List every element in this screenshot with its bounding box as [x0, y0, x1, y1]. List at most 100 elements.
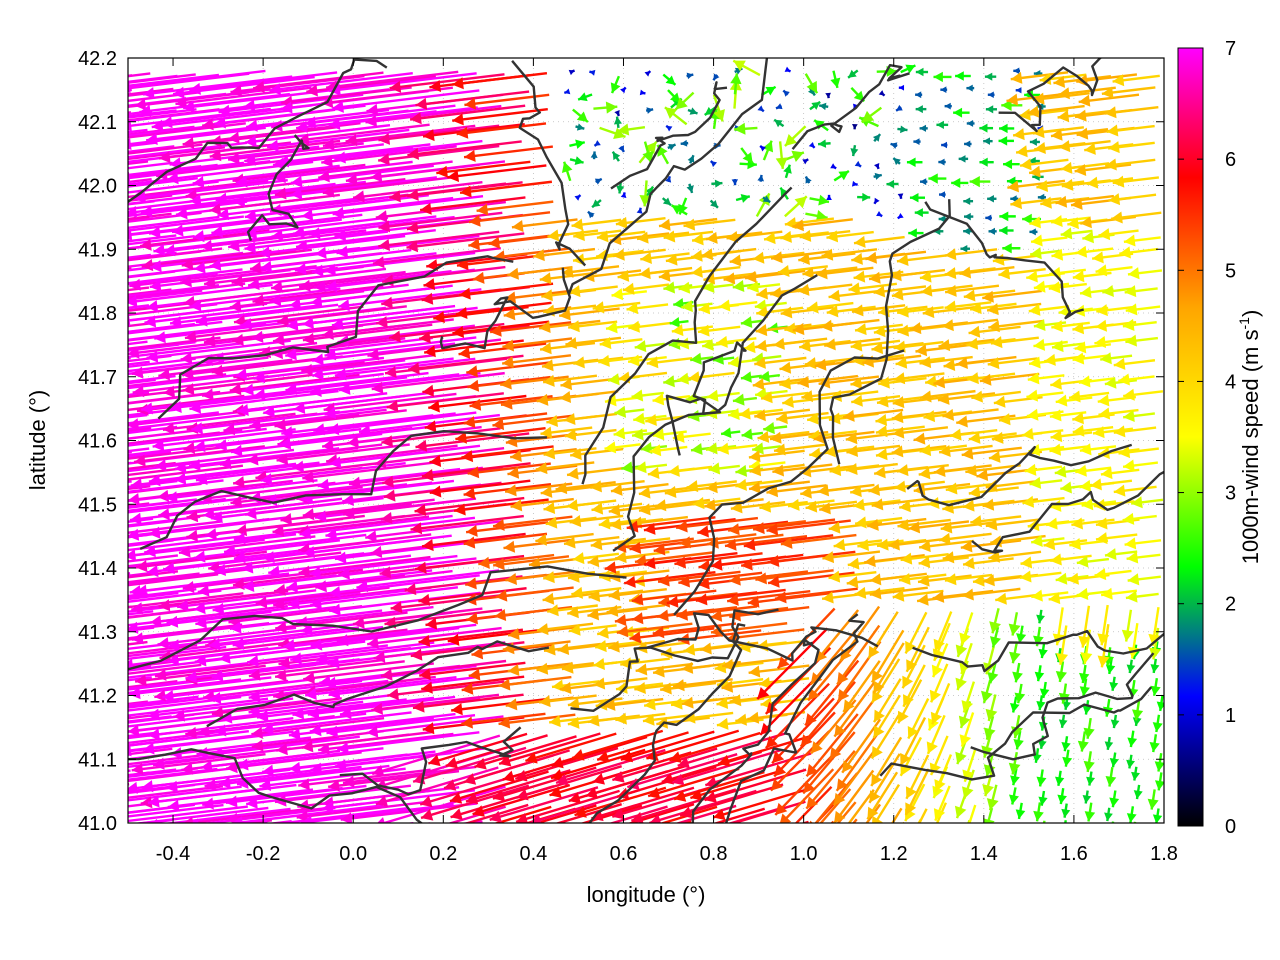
wind-vector-head	[855, 516, 867, 529]
wind-vector	[176, 589, 317, 609]
wind-vector-head	[292, 460, 305, 473]
wind-vector	[154, 448, 295, 468]
wind-vector-head	[1094, 568, 1107, 581]
wind-vector-head	[939, 191, 946, 198]
wind-vector-head	[69, 86, 81, 98]
wind-vector-head	[770, 287, 782, 300]
wind-vector	[128, 413, 246, 431]
wind-vector-head	[35, 710, 47, 722]
wind-vector	[311, 342, 456, 362]
wind-vector-head	[1010, 197, 1023, 210]
wind-vector-head	[664, 485, 677, 498]
wind-vector-head	[428, 754, 441, 767]
wind-vector-head	[649, 814, 661, 823]
wind-vector-head	[998, 136, 1008, 146]
wind-vector-head	[876, 538, 889, 551]
wind-vector	[200, 749, 341, 769]
wind-vector-head	[154, 830, 166, 842]
wind-vector-head	[334, 551, 347, 564]
wind-vector	[128, 697, 269, 717]
wind-vector-head	[16, 188, 28, 200]
wind-vector-head	[128, 418, 140, 431]
wind-vector-head	[909, 193, 919, 203]
wind-vector-head	[1154, 761, 1164, 772]
wind-vector	[128, 194, 196, 206]
wind-vector-head	[627, 830, 639, 842]
x-tick-label: 1.0	[790, 843, 818, 865]
wind-vector	[128, 461, 132, 465]
wind-vector-head	[186, 510, 199, 523]
wind-vector-head	[1048, 592, 1061, 605]
wind-vector	[839, 605, 881, 662]
wind-vector-head	[989, 636, 1001, 648]
wind-vector	[128, 267, 132, 271]
wind-vector-head	[297, 133, 310, 146]
wind-vector-head	[999, 225, 1008, 236]
colorbar-label-main: 1000m-wind speed (m s	[1238, 330, 1263, 565]
wind-vector-head	[1010, 195, 1017, 203]
wind-vector	[169, 389, 316, 410]
wind-vector-head	[280, 101, 293, 114]
wind-vector-head	[533, 249, 545, 262]
wind-vector-head	[302, 508, 315, 521]
wind-vector-head	[2, 277, 14, 289]
wind-vector-head	[135, 674, 147, 687]
wind-vector-head	[1070, 197, 1083, 210]
wind-vector-head	[459, 287, 471, 300]
wind-vector-head	[128, 781, 138, 794]
wind-vector-head	[875, 413, 888, 426]
wind-vector-head	[193, 261, 206, 274]
wind-vector-head	[14, 582, 26, 594]
wind-vector-head	[109, 651, 121, 663]
wind-vector-head	[500, 377, 512, 390]
wind-vector	[322, 318, 454, 337]
wind-vector-head	[290, 187, 303, 200]
wind-vector	[780, 533, 857, 546]
wind-vector	[290, 164, 434, 185]
wind-vector-head	[33, 634, 45, 646]
wind-vector-head	[232, 637, 245, 650]
wind-vector	[159, 641, 290, 660]
wind-vector	[356, 569, 500, 589]
wind-vector	[283, 626, 437, 648]
wind-vector-head	[62, 300, 74, 312]
contour-line	[970, 652, 1155, 761]
wind-vector	[555, 748, 666, 785]
wind-vector-head	[186, 529, 199, 542]
wind-vector-head	[128, 295, 138, 308]
wind-vector-head	[851, 394, 863, 407]
wind-vector-head	[920, 284, 933, 297]
wind-vector-head	[324, 676, 337, 689]
wind-vector-head	[345, 173, 358, 186]
wind-vector-head	[804, 357, 817, 370]
wind-vector-head	[421, 292, 434, 305]
contour-line	[128, 565, 627, 671]
wind-vector-head	[868, 645, 880, 659]
wind-vector	[128, 783, 130, 786]
wind-vector-head	[267, 139, 279, 152]
wind-vector-head	[561, 161, 573, 173]
wind-vector-head	[559, 682, 572, 695]
wind-vector-head	[1029, 138, 1037, 146]
wind-vector-head	[585, 787, 598, 799]
wind-vector-head	[463, 487, 476, 500]
wind-vector-head	[919, 270, 932, 283]
wind-vector-head	[1014, 692, 1026, 704]
wind-vector	[209, 679, 363, 701]
wind-vector-head	[353, 190, 365, 203]
y-tick-label: 41.8	[78, 303, 117, 325]
wind-vector-head	[545, 516, 558, 529]
wind-vector-head	[875, 425, 888, 438]
wind-vector-head	[303, 546, 315, 559]
wind-vector-head	[301, 623, 313, 636]
wind-vector-head	[218, 104, 231, 117]
wind-vector-head	[927, 851, 938, 863]
wind-vector	[128, 139, 130, 143]
wind-vector-head	[276, 453, 289, 466]
wind-vector-head	[324, 407, 337, 420]
wind-vector-head	[467, 466, 480, 479]
wind-vector-head	[232, 816, 243, 823]
wind-vector	[251, 729, 384, 749]
wind-vector	[128, 374, 176, 384]
wind-vector-head	[615, 551, 627, 564]
